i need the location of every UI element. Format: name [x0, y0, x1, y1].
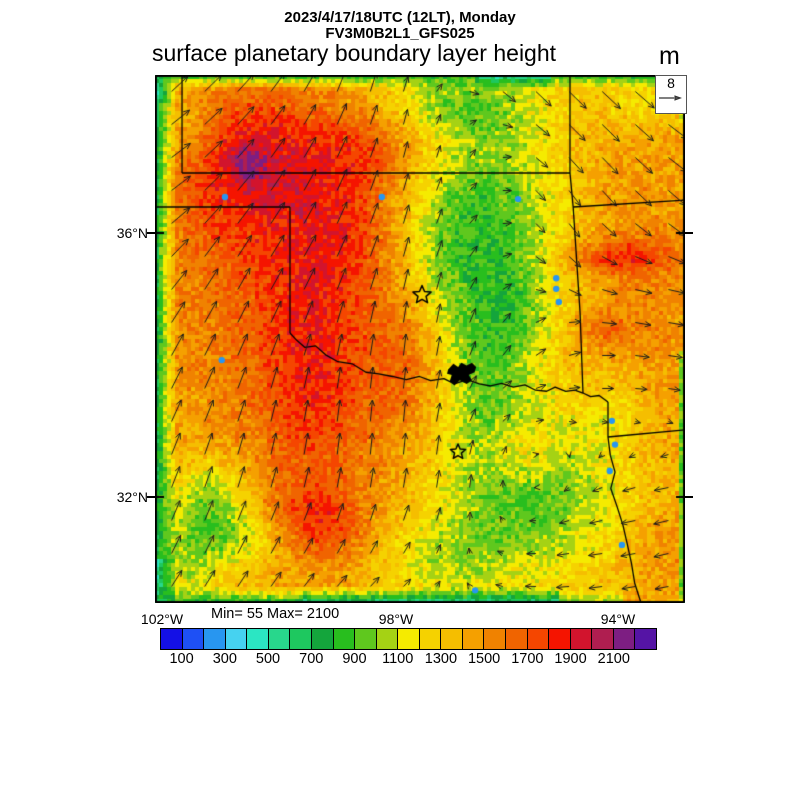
- colorbar-segment: [354, 628, 377, 650]
- lon-tick-label-94w: 94°W: [600, 611, 636, 627]
- colorbar-tick-labels: 100 300 500 700 900 1100 1300 1500 1700 1900 2100: [160, 651, 657, 669]
- colorbar-tick-label: 1300: [424, 651, 458, 667]
- colorbar-segment: [461, 628, 485, 650]
- colorbar-segment: [203, 628, 226, 650]
- lat-tick-mark-32n-right: [684, 496, 693, 498]
- wind-reference-arrow-icon: [658, 91, 684, 108]
- colorbar-segment: [483, 628, 506, 650]
- wind-reference-value: 8: [667, 75, 675, 91]
- colorbar-segment: [612, 628, 636, 650]
- lon-tick-label-98w: 98°W: [378, 611, 414, 627]
- colorbar-tick-label: 900: [342, 651, 367, 667]
- colorbar-segment: [569, 628, 593, 650]
- colorbar-segment: [591, 628, 614, 650]
- colorbar-tick-label: 1100: [382, 651, 414, 667]
- colorbar-segment: [289, 628, 312, 650]
- colorbar-tick-label: 500: [255, 651, 281, 667]
- header-datetime: 2023/4/17/18UTC (12LT), Monday: [284, 9, 516, 26]
- colorbar-tick-label: 700: [299, 651, 324, 667]
- colorbar-segment: [267, 628, 291, 650]
- map-panel: [155, 75, 685, 603]
- colorbar-segment: [310, 628, 334, 650]
- colorbar-tick-label: 1500: [467, 651, 501, 667]
- pbl-height-map-canvas: [155, 75, 685, 603]
- lon-tick-label-102w: 102°W: [140, 611, 184, 627]
- colorbar-segment: [505, 628, 528, 650]
- colorbar-tick-label: 300: [212, 651, 237, 667]
- colorbar-segment: [181, 628, 205, 650]
- lat-tick-mark-32n-left: [147, 496, 156, 498]
- colorbar-segment: [634, 628, 657, 650]
- header-model-run: FV3M0B2L1_GFS025: [325, 25, 475, 42]
- page-title: surface planetary boundary layer height: [152, 40, 557, 66]
- colorbar-segment: [526, 628, 550, 650]
- lat-tick-label-32n: 32°N: [116, 489, 148, 505]
- colorbar-segment: [332, 628, 356, 650]
- colorbar-tick-label: 2100: [597, 651, 630, 667]
- colorbar-tick-label: 1700: [511, 651, 544, 667]
- colorbar-segment: [397, 628, 420, 650]
- colorbar-segment: [375, 628, 399, 650]
- colorbar: [160, 628, 657, 650]
- colorbar-tick-label: 100: [169, 651, 194, 667]
- colorbar-segment: [548, 628, 571, 650]
- colorbar-segment: [246, 628, 269, 650]
- lat-tick-mark-36n-left: [147, 232, 156, 234]
- wind-reference-box: 8: [655, 75, 687, 114]
- colorbar-segment: [224, 628, 248, 650]
- colorbar-tick-label: 1900: [554, 651, 587, 667]
- colorbar-segment: [440, 628, 463, 650]
- colorbar-segment: [160, 628, 183, 650]
- lat-tick-mark-36n-right: [684, 232, 693, 234]
- unit-label: m: [659, 42, 680, 70]
- min-max-stats-label: Min= 55 Max= 2100: [211, 606, 340, 622]
- lat-tick-label-36n: 36°N: [116, 225, 148, 241]
- colorbar-segment: [418, 628, 442, 650]
